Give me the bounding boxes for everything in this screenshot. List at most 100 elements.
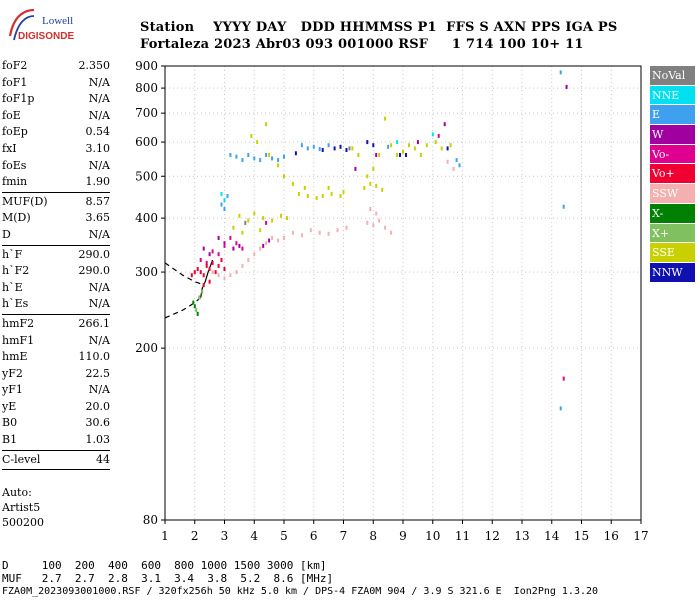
param-name: foF2 [2, 59, 28, 72]
param-row: D N/A [2, 227, 110, 244]
data-point [271, 235, 274, 240]
legend-item: NNE [650, 85, 695, 106]
param-value: N/A [88, 383, 110, 397]
data-point [333, 146, 336, 151]
x-tick-label: 9 [399, 529, 407, 543]
param-name: foF1 [2, 75, 28, 89]
y-tick-label: 700 [135, 106, 158, 120]
data-point [235, 241, 238, 246]
param-row: yF1 N/A [2, 382, 110, 399]
data-point [378, 153, 381, 157]
data-point [208, 267, 211, 271]
data-point [327, 143, 330, 148]
data-point [446, 159, 449, 164]
x-tick-label: 14 [544, 529, 560, 543]
data-point [271, 218, 274, 223]
data-point [384, 225, 387, 230]
x-tick-label: 17 [633, 529, 648, 543]
param-name: fxI [2, 141, 17, 155]
data-point [390, 230, 393, 235]
param-value: N/A [88, 297, 110, 311]
param-name: B0 [2, 416, 18, 430]
data-point [265, 220, 268, 225]
y-tick-label: 300 [135, 265, 158, 279]
param-row: hmE 110.0 [2, 349, 110, 366]
y-tick-label: 900 [135, 59, 158, 73]
data-point [256, 140, 259, 145]
data-point [559, 70, 562, 75]
data-point [455, 158, 458, 163]
data-point [363, 185, 366, 190]
param-value: 1.03 [85, 433, 111, 447]
param-value: 44 [96, 452, 110, 466]
data-point [217, 235, 220, 240]
data-point [330, 191, 333, 196]
param-row: foF1 N/A [2, 75, 110, 92]
data-point [405, 153, 407, 157]
data-point [396, 140, 399, 145]
param-row: fmin 1.90 [2, 174, 110, 191]
data-point [190, 273, 193, 278]
data-point [434, 140, 437, 145]
data-point [193, 270, 196, 275]
data-point [241, 263, 244, 268]
data-point [321, 194, 324, 198]
param-row: M(D) 3.65 [2, 210, 110, 227]
data-point [253, 252, 256, 257]
data-point [208, 279, 211, 284]
data-point [229, 273, 232, 278]
profile-trace [164, 262, 201, 285]
data-point [399, 153, 401, 157]
data-point [294, 151, 297, 156]
plot-traces [164, 259, 214, 319]
data-point [315, 196, 318, 201]
param-separator [2, 469, 110, 471]
param-value: 20.0 [85, 399, 111, 413]
data-point [369, 207, 372, 211]
data-point [283, 174, 285, 179]
data-point [387, 144, 390, 149]
plot-axes: 1 2 3 4 5 6 7 8 9 10 11 12 13 14 15 16 17802003004005006… [135, 59, 649, 543]
param-value: 30.6 [85, 416, 111, 430]
legend-item: NoVal [650, 66, 695, 86]
x-tick-label: 8 [369, 529, 377, 543]
y-tick-label: 800 [135, 81, 158, 95]
data-point [268, 238, 271, 243]
data-point [559, 406, 562, 411]
param-row: foE N/A [2, 108, 110, 125]
y-tick-label: 200 [135, 341, 158, 355]
data-point [372, 223, 375, 228]
data-point [217, 263, 220, 268]
data-point [259, 246, 262, 251]
legend-item: NNW [650, 262, 695, 283]
data-point [238, 243, 241, 248]
param-name: C-level [2, 452, 41, 466]
param-name: h`E [2, 280, 23, 294]
data-point [402, 149, 404, 154]
data-point [342, 189, 345, 194]
legend-item: SSW [650, 184, 695, 204]
data-point [375, 183, 378, 188]
data-point [357, 153, 360, 157]
data-point [199, 258, 202, 262]
data-point [306, 194, 309, 198]
param-row: h`Es N/A [2, 296, 110, 313]
param-name: foE [2, 108, 21, 122]
data-point [223, 276, 226, 281]
y-tick-label: 80 [143, 513, 158, 527]
param-value: N/A [88, 108, 110, 122]
data-point [562, 204, 565, 209]
param-value: N/A [88, 92, 110, 106]
data-point [283, 154, 285, 159]
param-row: foEs N/A [2, 158, 110, 175]
data-point [217, 252, 220, 257]
data-point [309, 228, 312, 233]
x-tick-label: 1 [161, 529, 169, 543]
data-point [348, 146, 351, 151]
data-point [226, 194, 229, 198]
data-point [202, 273, 205, 278]
data-point [390, 143, 393, 148]
param-separator [2, 313, 110, 315]
data-point [235, 270, 238, 275]
data-point [446, 146, 449, 151]
